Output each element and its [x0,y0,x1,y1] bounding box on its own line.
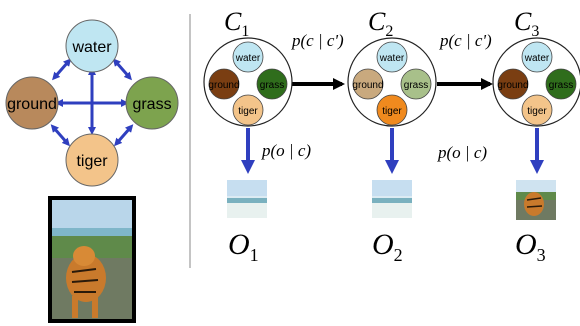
c3-grass-label: grass [549,80,573,91]
observation-image-1 [227,180,267,218]
c1-tiger-label: tiger [238,106,258,117]
left-node-graph: water ground grass tiger [5,19,179,187]
transition-label-2: p(c | c') [439,31,492,50]
emission-label-1: p(o | c) [261,141,311,160]
c3-tiger-label: tiger [527,106,547,117]
graph-node-tiger-label: tiger [76,153,108,170]
observation-label-3: O3 [515,228,546,265]
c3-water-label: water [524,53,550,64]
observation-label-2: O2 [372,228,403,265]
state-c1-heading: C1 [224,7,249,40]
c2-grass-label: grass [404,80,428,91]
state-c3: water ground grass tiger [492,37,580,127]
c1-water-label: water [235,53,261,64]
state-c1: water ground grass tiger [203,37,293,127]
graph-node-ground: ground [5,76,59,130]
c1-ground-label: ground [208,80,239,91]
hmm-chain: water ground grass tiger water ground gr… [203,7,580,265]
graph-edges [50,58,134,147]
graph-node-water-label: water [71,39,112,56]
c2-tiger-label: tiger [382,106,402,117]
transition-label-1: p(c | c') [291,31,344,50]
c3-ground-label: ground [497,80,528,91]
graph-node-grass-label: grass [132,96,171,113]
c1-grass-label: grass [260,80,284,91]
state-c2-heading: C2 [368,7,393,40]
tiger-photo [48,196,136,323]
observation-image-3 [516,180,556,220]
graph-node-tiger: tiger [65,133,119,187]
c2-ground-label: ground [352,80,383,91]
observation-label-1: O1 [228,228,259,265]
state-c2: water ground grass tiger [347,37,437,127]
c2-water-label: water [379,53,405,64]
graph-node-water: water [65,19,119,73]
emission-label-2: p(o | c) [437,143,487,162]
graph-node-ground-label: ground [7,96,57,113]
observation-image-2 [372,180,412,218]
graph-node-grass: grass [125,76,179,130]
state-c3-heading: C3 [514,7,539,40]
